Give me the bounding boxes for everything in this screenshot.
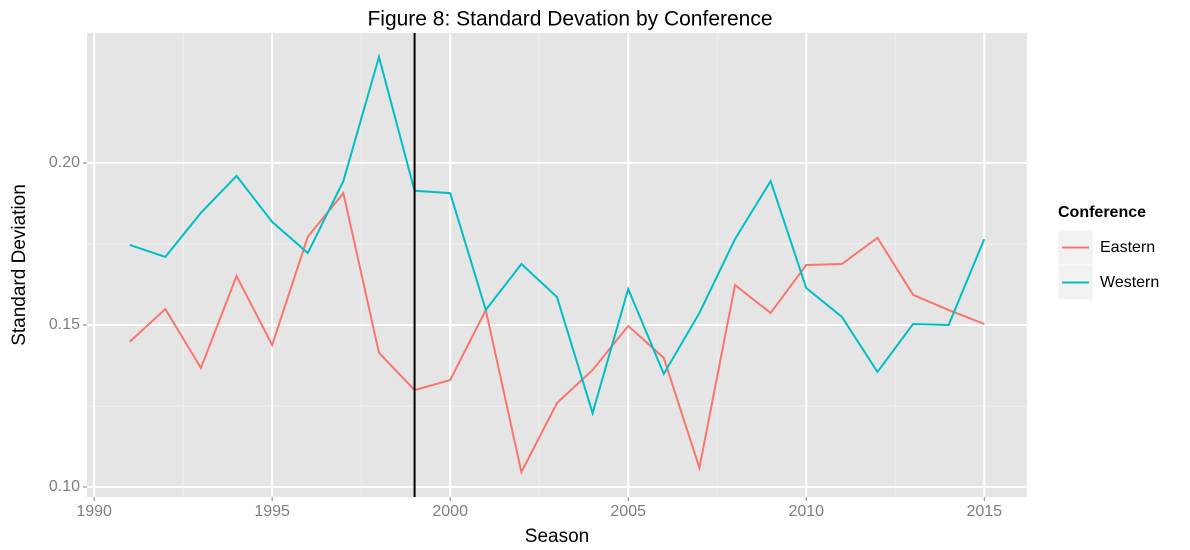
x-tick-label: 2005 [610, 503, 646, 520]
x-tick-label: 2000 [432, 503, 468, 520]
y-tick-label: 0.15 [49, 316, 80, 333]
y-tick-label: 0.10 [49, 478, 80, 495]
x-tick-label: 1995 [254, 503, 290, 520]
x-tick-label: 2015 [966, 503, 1002, 520]
x-tick-label: 2010 [788, 503, 824, 520]
x-tick-label: 1990 [76, 503, 112, 520]
legend-label: Western [1100, 274, 1159, 291]
legend-label: Eastern [1100, 239, 1155, 256]
chart-title: Figure 8: Standard Devation by Conferenc… [367, 8, 772, 31]
plot-panel [87, 33, 1027, 497]
series-line [129, 53, 986, 417]
legend-title: Conference [1058, 204, 1146, 221]
x-axis-label: Season [525, 526, 589, 547]
y-tick-label: 0.20 [49, 154, 80, 171]
y-axis-label: Standard Deviation [9, 184, 30, 346]
series-line [129, 190, 985, 475]
